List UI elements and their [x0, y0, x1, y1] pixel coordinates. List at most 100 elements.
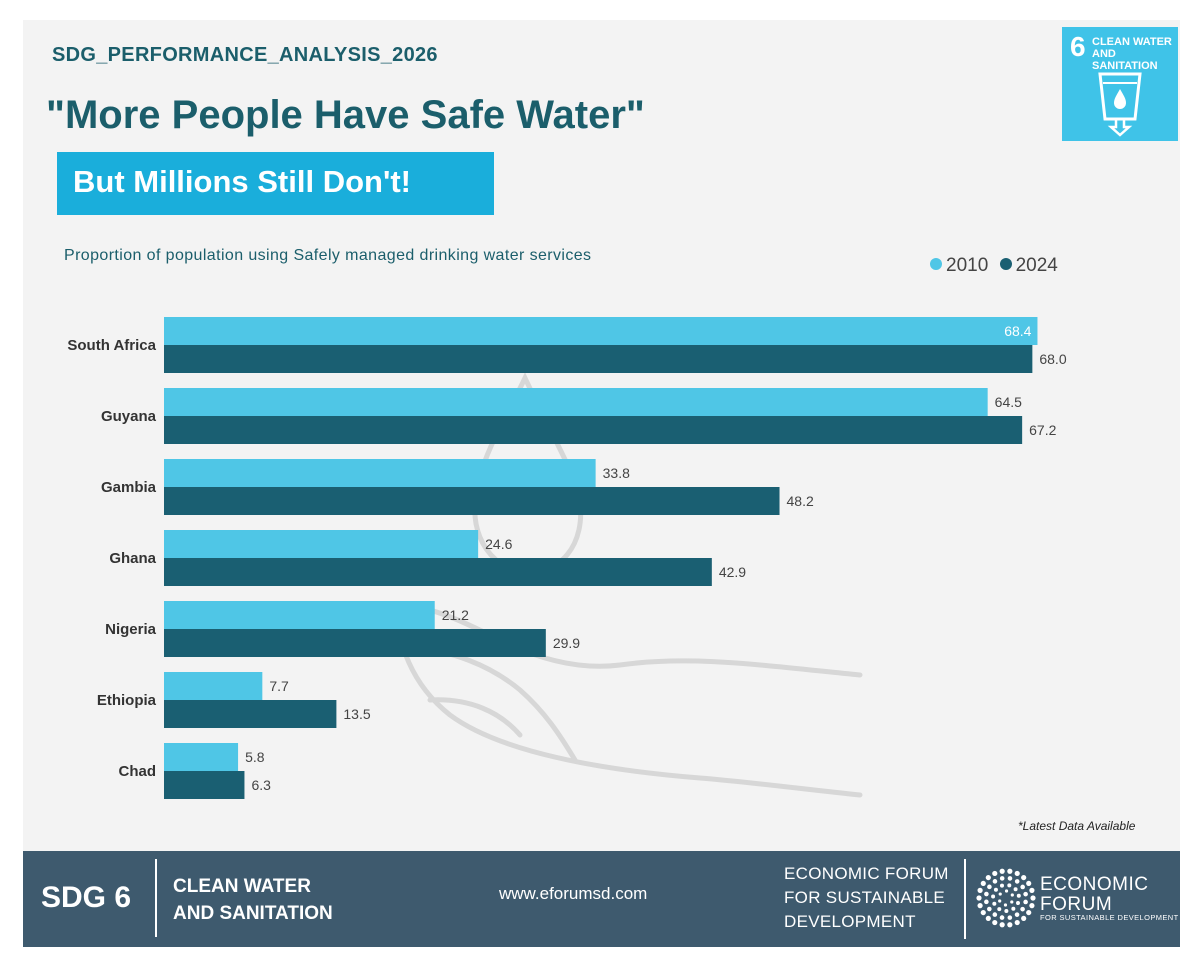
logo-dot: [1029, 903, 1035, 909]
chart-legend: 2010 2024: [930, 255, 1064, 277]
logo-subline: FOR SUSTAINABLE DEVELOPMENT: [1040, 913, 1179, 922]
bar-guyana-2024: [164, 416, 1023, 444]
bar-ghana-2024: [164, 558, 712, 586]
data-label-gambia-2010: 33.8: [603, 465, 630, 481]
water-glass-icon: [1098, 72, 1142, 137]
bar-ghana-2010: [164, 530, 479, 558]
logo-dot: [991, 894, 996, 899]
data-label-south-africa-2024: 68.0: [1039, 351, 1066, 367]
logo-dot: [1020, 906, 1025, 912]
logo-dot: [997, 907, 1002, 912]
headline: "More People Have Safe Water": [46, 93, 645, 137]
logo-dot: [992, 919, 998, 926]
forum-logo-icon: [976, 868, 1036, 928]
bar-ethiopia-2010: [164, 672, 263, 700]
footer-org-line3: DEVELOPMENT: [784, 912, 916, 931]
logo-dot: [1021, 874, 1027, 881]
banner: But Millions Still Don't!: [57, 152, 494, 215]
footer-org-line2: FOR SUSTAINABLE: [784, 888, 945, 907]
data-label-chad-2024: 6.3: [251, 777, 271, 793]
data-label-chad-2010: 5.8: [245, 749, 265, 765]
footer-goal-line1: CLEAN WATER: [173, 876, 311, 897]
logo-dot: [992, 912, 998, 917]
logo-dot: [1014, 912, 1020, 917]
bar-chad-2024: [164, 771, 245, 799]
logo-dot: [1004, 889, 1009, 893]
bar-south-africa-2024: [164, 345, 1033, 373]
logo-dot: [999, 922, 1005, 928]
category-label-ethiopia: Ethiopia: [97, 692, 157, 709]
bar-ethiopia-2024: [164, 700, 337, 728]
logo-dot: [1007, 883, 1012, 888]
logo-dot: [980, 880, 986, 887]
logo-dot: [976, 895, 982, 901]
logo-dot: [1026, 880, 1032, 887]
logo-dot: [992, 879, 998, 884]
category-label-south-africa: South Africa: [67, 337, 156, 354]
logo-dot: [992, 901, 997, 906]
footer-org-line1: ECONOMIC FORUM: [784, 864, 949, 883]
legend-label-2024: 2024: [1015, 255, 1058, 276]
logo-dot: [1021, 915, 1027, 922]
data-label-guyana-2010: 64.5: [995, 394, 1022, 410]
data-label-nigeria-2024: 29.9: [553, 635, 580, 651]
category-label-gambia: Gambia: [101, 479, 157, 496]
data-label-ghana-2010: 24.6: [485, 536, 512, 552]
legend-label-2010: 2010: [946, 255, 989, 276]
plot-area: South Africa 68.4 68.0 Guyana 64.5 67.2 Gambia…: [67, 317, 1067, 799]
data-label-ghana-2024: 42.9: [719, 564, 746, 580]
logo-dot: [999, 868, 1005, 874]
bar-south-africa-2010: [164, 317, 1038, 345]
footer-url-link[interactable]: www.eforumsd.com: [499, 884, 648, 903]
sdg-6-tile: 6 CLEAN WATER AND SANITATION: [1062, 27, 1178, 141]
legend-item-2024: 2024: [999, 255, 1058, 276]
logo-dot: [984, 899, 989, 905]
logo-dot: [1003, 903, 1008, 907]
logo-dot: [1016, 893, 1021, 898]
logo-wordmark: ECONOMIC FORUM: [1040, 875, 1149, 915]
footnote: *Latest Data Available: [1018, 819, 1136, 833]
logo-dot: [1007, 876, 1013, 881]
category-label-ghana: Ghana: [109, 550, 156, 567]
logo-line1: ECONOMIC: [1040, 874, 1149, 895]
logo-dot: [1007, 915, 1013, 920]
data-label-ethiopia-2024: 13.5: [343, 706, 370, 722]
bar-gambia-2024: [164, 487, 780, 515]
sdg-number: 6: [1070, 31, 1086, 62]
category-label-chad: Chad: [119, 763, 157, 780]
logo-dot: [999, 876, 1005, 881]
logo-dot: [999, 915, 1005, 920]
logo-dot: [998, 892, 1002, 896]
logo-dot: [1014, 919, 1020, 926]
legend-dot-2024: [999, 258, 1012, 270]
logo-dot: [1007, 868, 1013, 874]
logo-dot: [992, 870, 998, 877]
bar-chad-2010: [164, 743, 239, 771]
logo-dot: [985, 874, 991, 881]
logo-dot: [1014, 879, 1020, 884]
footer-goal-line2: AND SANITATION: [173, 903, 333, 924]
logo-dot: [987, 884, 992, 890]
logo-dot: [977, 903, 983, 909]
logo-dot: [1029, 887, 1035, 893]
logo-dot: [1020, 884, 1025, 890]
legend-dot-2010: [930, 258, 942, 270]
logo-dot: [1015, 901, 1020, 906]
supertitle: SDG_PERFORMANCE_ANALYSIS_2026: [52, 44, 438, 66]
chart-title: Proportion of population using Safely ma…: [64, 247, 592, 264]
sdg-label: CLEAN WATER AND SANITATION: [1092, 36, 1172, 72]
footer-divider-2: [964, 859, 966, 939]
logo-dot: [984, 891, 989, 897]
logo-dot: [1011, 906, 1016, 911]
logo-dot: [1026, 909, 1032, 916]
category-label-nigeria: Nigeria: [105, 621, 157, 638]
data-label-gambia-2024: 48.2: [787, 493, 814, 509]
footer-goal: CLEAN WATER AND SANITATION: [173, 873, 333, 927]
logo-dot: [1014, 870, 1020, 877]
data-label-south-africa-2010: 68.4: [1004, 323, 1031, 339]
logo-dot: [999, 883, 1004, 888]
data-label-nigeria-2010: 21.2: [442, 607, 469, 623]
footer-org-name: ECONOMIC FORUM FOR SUSTAINABLE DEVELOPME…: [784, 862, 949, 934]
banner-text: But Millions Still Don't!: [73, 164, 411, 199]
